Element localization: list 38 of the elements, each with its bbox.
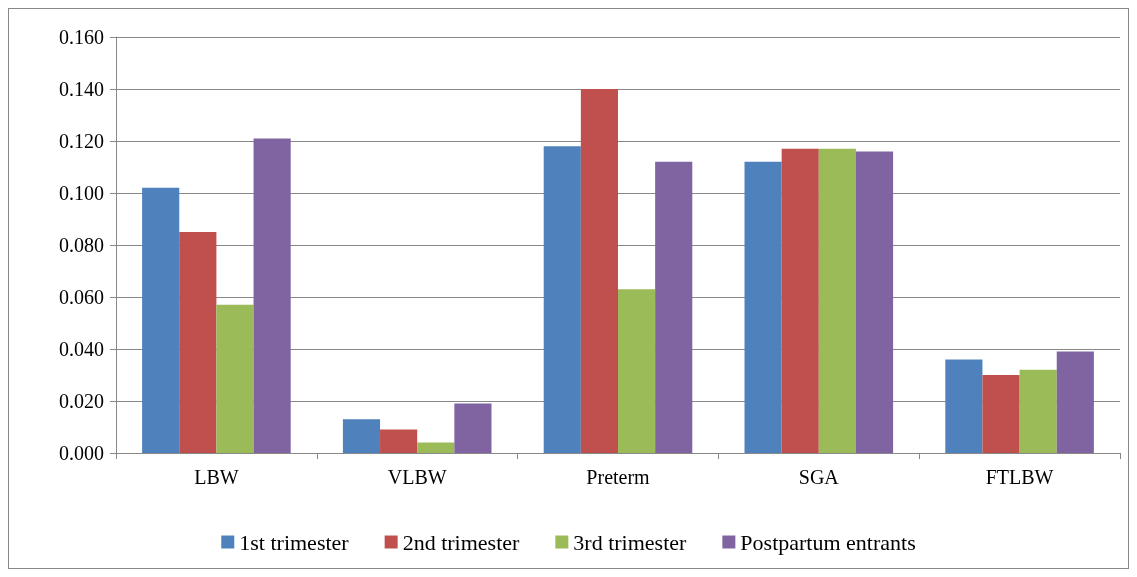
y-tick-label: 0.080 [59, 234, 104, 256]
bar [417, 442, 455, 453]
bar [818, 148, 856, 453]
bar [1056, 351, 1094, 453]
legend-label: Postpartum entrants [740, 529, 916, 555]
bar [380, 429, 418, 453]
x-tick-label: FTLBW [985, 466, 1054, 488]
y-tick-label: 0.020 [59, 390, 104, 412]
bar [618, 289, 656, 453]
y-tick-label: 0.060 [59, 286, 104, 308]
bar [580, 89, 618, 453]
bar [142, 187, 180, 453]
bar [179, 232, 217, 453]
bar [342, 419, 381, 453]
bar [744, 161, 782, 453]
x-tick-label: VLBW [387, 466, 447, 488]
legend-label: 2nd trimester [402, 529, 521, 555]
bar [982, 375, 1020, 453]
bar [655, 161, 693, 453]
y-tick-label: 0.000 [59, 442, 104, 464]
bar [781, 148, 819, 453]
bar [1019, 369, 1057, 453]
x-tick-label: Preterm [586, 466, 651, 488]
legend-label: 3rd trimester [573, 529, 688, 555]
y-tick-label: 0.120 [59, 130, 104, 152]
y-tick-label: 0.140 [59, 78, 104, 100]
y-tick-label: 0.040 [59, 338, 104, 360]
legend-label: 1st trimester [239, 529, 350, 555]
bar [454, 403, 492, 453]
y-tick-label: 0.100 [59, 182, 104, 204]
bar [945, 359, 983, 453]
x-tick-label: LBW [194, 466, 239, 488]
bar [253, 138, 291, 453]
bar [216, 304, 254, 453]
y-tick-label: 0.160 [59, 26, 104, 48]
bar [543, 146, 581, 453]
bar [855, 151, 894, 453]
x-tick-label: SGA [798, 466, 840, 488]
